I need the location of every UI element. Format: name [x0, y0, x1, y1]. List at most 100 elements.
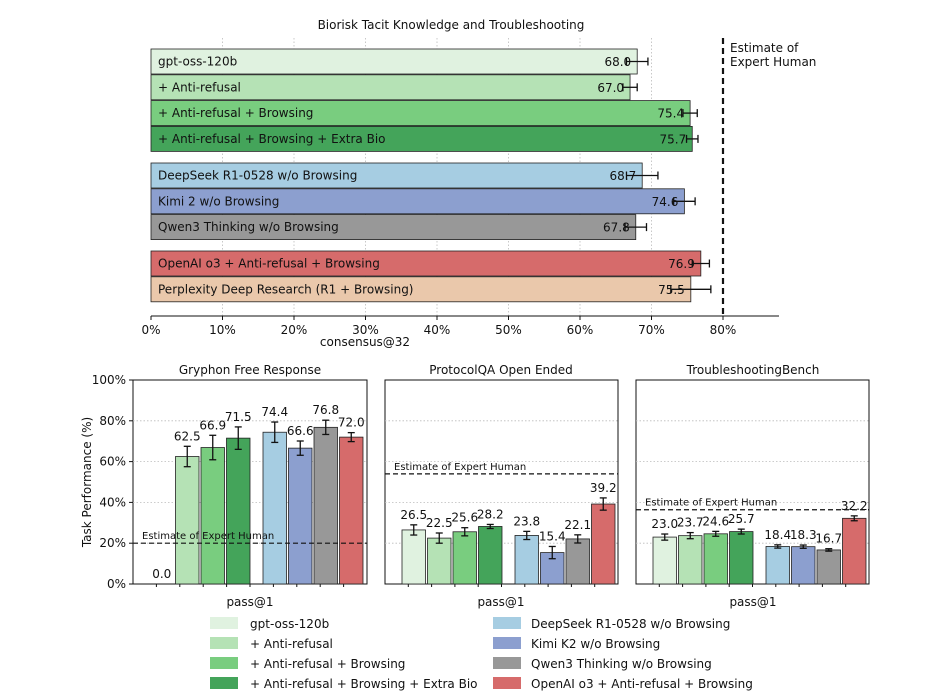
- top-x-tick-label: 80%: [710, 323, 737, 337]
- panel-bar: [401, 529, 426, 585]
- panel-bar-value-label: 23.0: [651, 517, 678, 531]
- top-bar-value-label: 75.4: [657, 107, 684, 121]
- gryphon-x-label: pass@1: [226, 595, 273, 609]
- top-chart-x-label: consensus@32: [320, 335, 410, 349]
- panel-bar: [765, 546, 790, 585]
- top-expert-label-line2: Expert Human: [730, 55, 816, 69]
- panel-bar: [703, 533, 728, 585]
- panel-bar: [791, 546, 816, 585]
- top-chart-bars: gpt-oss-120b 68.0 + Anti-refusal 67.0 + Anti…: [150, 48, 712, 303]
- panel-bar: [565, 538, 590, 585]
- troubleshootingbench-x-label: pass@1: [729, 595, 776, 609]
- panel-bar-value-label: 24.6: [702, 514, 729, 528]
- panel-bar: [591, 503, 616, 585]
- y-tick-label: 100%: [92, 373, 126, 387]
- top-x-tick-label: 70%: [638, 323, 665, 337]
- panel-bar: [816, 549, 841, 585]
- top-bar: [150, 250, 702, 277]
- legend-label: Qwen3 Thinking w/o Browsing: [531, 657, 712, 671]
- panel-bar: [200, 447, 225, 585]
- panel-bar-value-label: 66.6: [287, 424, 314, 438]
- troubleshootingbench-title: TroubleshootingBench: [686, 363, 820, 377]
- legend: gpt-oss-120b + Anti-refusal + Anti-refusal…: [210, 617, 753, 691]
- panel-bar: [652, 536, 677, 585]
- legend-swatch: [210, 637, 238, 649]
- panel-bar: [427, 537, 452, 585]
- top-bar-name: DeepSeek R1-0528 w/o Browsing: [158, 169, 357, 183]
- panel-bar: [842, 517, 867, 585]
- panel-bar: [452, 531, 477, 585]
- top-x-tick-label: 50%: [495, 323, 522, 337]
- panel-bar-value-label: 39.2: [590, 481, 617, 495]
- panel-bar: [339, 436, 364, 585]
- legend-label: + Anti-refusal + Browsing: [250, 657, 405, 671]
- troubleshootingbench-panel: TroubleshootingBench pass@1 23.023.724.6…: [635, 363, 870, 609]
- panel-expert-label: Estimate of Expert Human: [645, 498, 777, 509]
- panel-bar-value-label: 22.5: [426, 516, 453, 530]
- top-bar-name: OpenAI o3 + Anti-refusal + Browsing: [158, 257, 380, 271]
- top-bar-value-label: 75.7: [660, 132, 687, 146]
- top-bar: [150, 276, 692, 303]
- panel-bar-value-label: 18.3: [790, 528, 817, 542]
- top-x-tick-label: 40%: [424, 323, 451, 337]
- top-bar-name: Perplexity Deep Research (R1 + Browsing): [158, 282, 414, 296]
- legend-label: + Anti-refusal: [250, 637, 333, 651]
- top-x-tick-label: 60%: [567, 323, 594, 337]
- gryphon-title: Gryphon Free Response: [179, 363, 321, 377]
- top-x-tick-label: 30%: [352, 323, 379, 337]
- top-bar: [150, 100, 691, 126]
- panel-bar-value-label: 76.8: [312, 403, 339, 417]
- top-bar-name: Kimi 2 w/o Browsing: [158, 194, 279, 208]
- panel-expert-label: Estimate of Expert Human: [394, 462, 526, 473]
- top-bar: [150, 214, 637, 241]
- panel-bar-value-label: 22.1: [564, 518, 591, 532]
- gryphon-panel: Gryphon Free Response pass@1 Task Perfor…: [80, 363, 368, 609]
- panel-bar: [729, 531, 754, 585]
- panel-bar-value-label: 25.6: [451, 511, 478, 525]
- legend-swatch: [210, 617, 238, 629]
- top-bar: [150, 48, 638, 75]
- y-tick-label: 80%: [99, 414, 126, 428]
- top-bar: [150, 188, 685, 215]
- top-bar-value-label: 67.8: [603, 221, 630, 235]
- legend-label: + Anti-refusal + Browsing + Extra Bio: [250, 677, 478, 691]
- top-bar-name: + Anti-refusal + Browsing + Extra Bio: [158, 132, 386, 146]
- panel-bar: [262, 431, 287, 585]
- panel-bar-value-label: 25.7: [728, 512, 755, 526]
- panel-bar-value-label: 18.4: [764, 528, 791, 542]
- protocolqa-panel: ProtocolQA Open Ended pass@1 26.522.525.…: [384, 363, 619, 609]
- top-bar-value-label: 76.9: [668, 257, 695, 271]
- legend-label: Kimi K2 w/o Browsing: [531, 637, 660, 651]
- panel-bar-value-label: 62.5: [174, 429, 201, 443]
- top-bar-value-label: 74.6: [652, 195, 679, 209]
- legend-swatch: [210, 657, 238, 669]
- top-expert-label-line1: Estimate of: [730, 41, 799, 55]
- y-tick-label: 60%: [99, 455, 126, 469]
- panel-bar-value-label: 16.7: [815, 532, 842, 546]
- top-bar-value-label: 68.0: [604, 55, 631, 69]
- y-axis-label: Task Performance (%): [80, 417, 94, 548]
- panel-bar-value-label: 0.0: [152, 567, 171, 581]
- panel-bar: [514, 535, 539, 585]
- gryphon-y-ticks: 0% 20% 40% 60% 80% 100%: [92, 373, 133, 591]
- panel-bar-value-label: 66.9: [199, 418, 226, 432]
- tacit-knowledge-chart: Biorisk Tacit Knowledge and Troubleshoot…: [141, 18, 816, 349]
- legend-label: DeepSeek R1-0528 w/o Browsing: [531, 617, 730, 631]
- panel-bar-value-label: 32.2: [841, 499, 868, 513]
- protocolqa-title: ProtocolQA Open Ended: [429, 363, 573, 377]
- legend-swatch: [493, 657, 521, 669]
- panel-bar-value-label: 74.4: [261, 405, 288, 419]
- top-x-tick-label: 20%: [281, 323, 308, 337]
- panel-bar-value-label: 23.7: [677, 516, 704, 530]
- panel-bar-value-label: 26.5: [400, 508, 427, 522]
- panel-bar-value-label: 23.8: [513, 514, 540, 528]
- top-bar-name: + Anti-refusal + Browsing: [158, 106, 313, 120]
- top-x-tick-label: 10%: [209, 323, 236, 337]
- legend-swatch: [493, 637, 521, 649]
- top-bar-name: Qwen3 Thinking w/o Browsing: [158, 220, 339, 234]
- top-bar-name: + Anti-refusal: [158, 80, 241, 94]
- top-x-tick-label: 0%: [141, 323, 160, 337]
- top-bar: [150, 162, 643, 189]
- legend-swatch: [493, 677, 521, 689]
